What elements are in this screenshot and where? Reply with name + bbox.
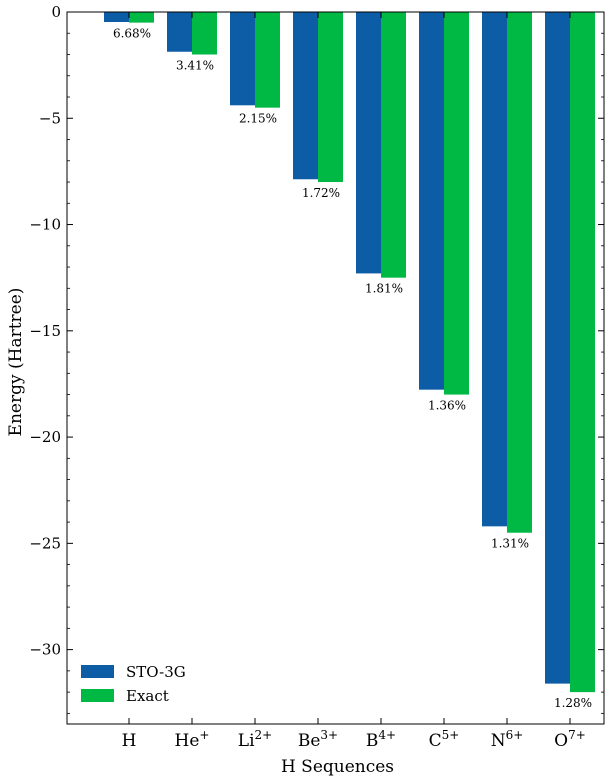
annotations-group: 6.68% 3.41% 2.15% 1.72% 1.81% 1.36% 1.31% 1.28% [113, 27, 592, 710]
x-tick-base: Li [238, 731, 255, 751]
x-tick-base: N [491, 731, 506, 751]
y-tick-label: −10 [29, 216, 61, 234]
legend-swatch [81, 665, 114, 678]
y-tick-label: −20 [29, 428, 61, 446]
legend: STO-3G Exact [81, 663, 186, 705]
y-tick-label: −30 [29, 641, 61, 659]
percent-annotation: 1.31% [491, 537, 529, 551]
x-tick-superscript: 3+ [320, 728, 338, 742]
legend-label: Exact [126, 687, 169, 705]
x-tick-label: Be3+ [298, 728, 338, 751]
percent-annotation: 1.28% [554, 696, 592, 710]
x-axis-title: H Sequences [281, 757, 394, 777]
x-tick-base: H [122, 731, 137, 751]
x-tick-label: H [122, 731, 137, 751]
x-tick-label: O7+ [554, 728, 586, 751]
percent-annotation: 1.72% [302, 186, 340, 200]
x-tick-label: He+ [175, 728, 210, 751]
bar-exact-3 [318, 12, 343, 183]
bar-exact-5 [444, 12, 469, 395]
bar-exact-4 [381, 12, 406, 278]
bar-exact-2 [255, 12, 280, 108]
bar-sto-3g-3 [293, 12, 318, 180]
x-tick-base: Be [298, 731, 321, 751]
y-tick-label: −5 [39, 109, 61, 127]
x-tick-superscript: 7+ [568, 728, 586, 742]
bar-sto-3g-7 [545, 12, 570, 684]
bars-group [104, 12, 595, 693]
bar-exact-7 [570, 12, 595, 693]
percent-annotation: 1.36% [428, 399, 466, 413]
x-tick-label: B4+ [366, 728, 396, 751]
bar-sto-3g-0 [104, 12, 129, 22]
bar-sto-3g-4 [356, 12, 381, 274]
plot-frame [66, 11, 605, 725]
x-tick-superscript: 5+ [442, 728, 460, 742]
x-tick-superscript: 6+ [506, 728, 524, 742]
bar-exact-1 [192, 12, 217, 55]
x-tick-base: B [366, 731, 379, 751]
legend-swatch [81, 689, 114, 702]
bar-sto-3g-1 [167, 12, 192, 52]
x-tick-superscript: + [199, 728, 209, 742]
percent-annotation: 1.81% [365, 282, 403, 296]
y-axis-title: Energy (Hartree) [6, 288, 26, 437]
percent-annotation: 2.15% [239, 112, 277, 126]
x-tick-superscript: 4+ [378, 728, 396, 742]
bar-exact-6 [507, 12, 532, 533]
bar-sto-3g-2 [230, 12, 255, 106]
y-tick-label: 0 [51, 3, 61, 21]
x-tick-label: N6+ [491, 728, 524, 751]
x-tick-label: C5+ [429, 728, 460, 751]
x-tick-labels: H He+ Li2+ Be3+ B4+ C5+ N6+ O7+ [122, 728, 586, 751]
percent-annotation: 3.41% [176, 59, 214, 73]
bar-sto-3g-6 [482, 12, 507, 527]
bar-exact-0 [129, 12, 154, 23]
x-tick-label: Li2+ [238, 728, 272, 751]
x-tick-superscript: 2+ [255, 728, 273, 742]
ticks-group: 0 −5 −10 −15 −20 −25 −30 [29, 3, 604, 724]
legend-label: STO-3G [126, 663, 186, 681]
percent-annotation: 6.68% [113, 27, 151, 41]
x-tick-base: O [554, 731, 568, 751]
y-tick-label: −25 [29, 534, 61, 552]
bar-sto-3g-5 [419, 12, 444, 390]
x-tick-base: C [429, 731, 442, 751]
x-tick-base: He [175, 731, 200, 751]
y-tick-label: −15 [29, 322, 61, 340]
